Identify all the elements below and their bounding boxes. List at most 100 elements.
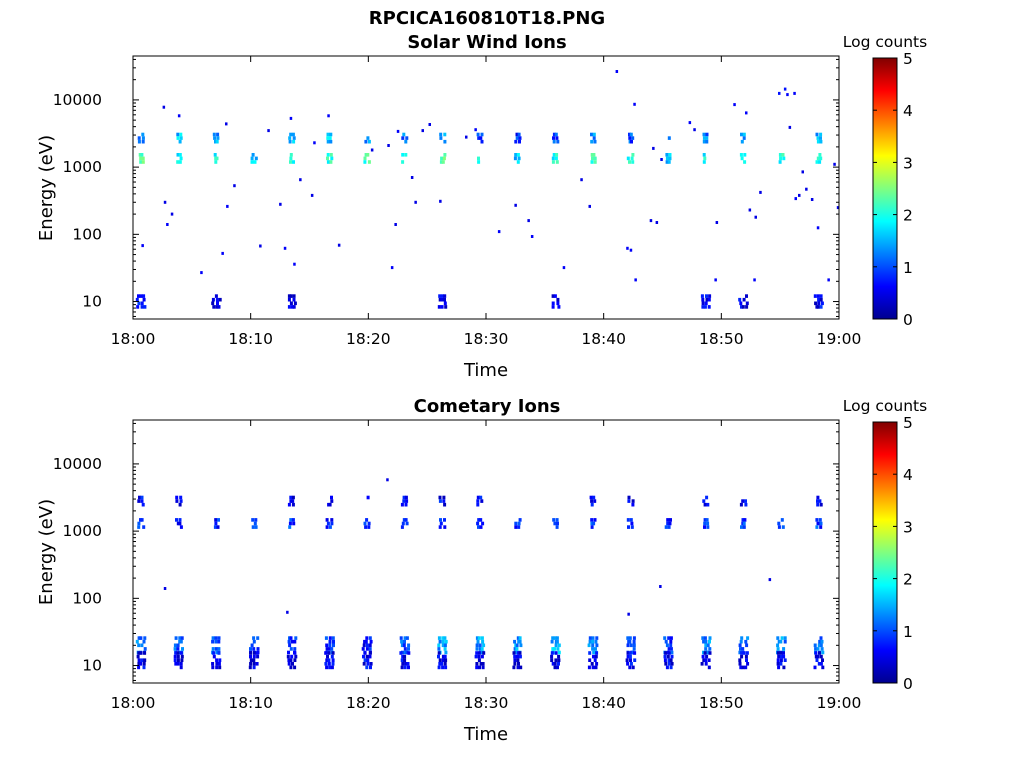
heatmap-cell bbox=[330, 521, 334, 526]
scatter-point bbox=[793, 91, 796, 95]
heatmap-cell bbox=[137, 658, 141, 662]
heatmap-cell bbox=[140, 518, 144, 522]
heatmap-cell bbox=[137, 651, 141, 655]
heatmap-cell bbox=[594, 647, 597, 651]
heatmap-cell bbox=[516, 658, 520, 662]
heatmap-cell bbox=[291, 499, 295, 503]
figure-title: RPCICA160810T18.PNG bbox=[369, 8, 605, 29]
heatmap-cell bbox=[477, 136, 481, 140]
heatmap-cell bbox=[142, 662, 146, 666]
heatmap-cell bbox=[818, 499, 822, 503]
heatmap-cell bbox=[742, 136, 746, 140]
scatter-point bbox=[439, 199, 442, 203]
heatmap-cell bbox=[670, 662, 674, 666]
heatmap-cell bbox=[443, 294, 447, 298]
heatmap-cell bbox=[255, 651, 259, 655]
heatmap-cell bbox=[437, 643, 441, 648]
heatmap-cell bbox=[702, 160, 706, 164]
heatmap-cell bbox=[595, 662, 599, 666]
heatmap-cell bbox=[329, 160, 333, 164]
scatter-point bbox=[688, 121, 692, 125]
heatmap-cell bbox=[477, 654, 481, 659]
heatmap-cell bbox=[705, 139, 709, 144]
x-tick-label: 18:30 bbox=[464, 694, 509, 712]
heatmap-cell bbox=[740, 305, 743, 309]
heatmap-cell bbox=[628, 665, 632, 670]
heatmap-cell bbox=[703, 521, 707, 526]
heatmap-cell bbox=[331, 658, 335, 662]
heatmap-cell bbox=[251, 153, 255, 157]
heatmap-cell bbox=[215, 650, 219, 655]
heatmap-cell bbox=[138, 153, 142, 157]
heatmap-cell bbox=[518, 639, 522, 644]
heatmap-cell bbox=[249, 658, 253, 662]
heatmap-cell bbox=[516, 153, 520, 157]
heatmap-cell bbox=[404, 662, 408, 666]
heatmap-cell bbox=[365, 647, 369, 651]
y-tick-label: 1000 bbox=[63, 522, 102, 540]
heatmap-cell bbox=[593, 156, 597, 161]
heatmap-cell bbox=[363, 639, 367, 644]
scatter-point bbox=[778, 91, 781, 95]
heatmap-cell bbox=[740, 651, 744, 655]
heatmap-cell bbox=[443, 139, 447, 144]
heatmap-cell bbox=[328, 643, 332, 648]
heatmap-cell bbox=[442, 499, 446, 503]
heatmap-cell bbox=[745, 305, 749, 309]
x-tick-label: 18:50 bbox=[699, 330, 744, 348]
heatmap-cell bbox=[669, 647, 673, 651]
heatmap-cell bbox=[292, 160, 295, 164]
heatmap-cell bbox=[594, 665, 598, 670]
heatmap-cell bbox=[667, 658, 671, 662]
heatmap-cell bbox=[517, 521, 521, 526]
heatmap-cell bbox=[331, 636, 335, 640]
heatmap-cell bbox=[513, 658, 517, 662]
heatmap-cell bbox=[214, 139, 217, 144]
heatmap-cell bbox=[479, 518, 483, 522]
solar-wind-colorbar-label: Log counts bbox=[843, 33, 927, 51]
heatmap-cell bbox=[363, 156, 367, 161]
heatmap-cell bbox=[141, 502, 145, 507]
heatmap-cell bbox=[742, 525, 746, 529]
heatmap-cell bbox=[515, 132, 519, 137]
heatmap-cell bbox=[818, 651, 821, 655]
heatmap-cell bbox=[592, 153, 596, 157]
heatmap-cell bbox=[776, 636, 780, 640]
heatmap-cell bbox=[820, 647, 824, 651]
heatmap-cell bbox=[476, 132, 480, 137]
heatmap-cell bbox=[332, 643, 335, 648]
heatmap-cell bbox=[476, 521, 480, 526]
heatmap-cell bbox=[291, 132, 295, 137]
heatmap-cell bbox=[742, 651, 746, 655]
x-tick-label: 18:20 bbox=[346, 694, 391, 712]
heatmap-cell bbox=[781, 153, 785, 157]
heatmap-cell bbox=[137, 301, 141, 306]
heatmap-cell bbox=[176, 521, 180, 526]
scatter-point bbox=[836, 206, 840, 210]
heatmap-cell bbox=[289, 499, 293, 503]
heatmap-cell bbox=[252, 647, 256, 651]
heatmap-cell bbox=[141, 156, 145, 161]
heatmap-cell bbox=[291, 662, 294, 666]
heatmap-cell bbox=[513, 156, 517, 161]
heatmap-cell bbox=[814, 651, 818, 655]
heatmap-cell bbox=[364, 525, 368, 529]
heatmap-cell bbox=[252, 639, 256, 644]
heatmap-cell bbox=[443, 297, 446, 302]
heatmap-cell bbox=[587, 643, 591, 648]
heatmap-cell bbox=[703, 636, 707, 640]
heatmap-cell bbox=[817, 643, 821, 648]
heatmap-cell bbox=[325, 665, 329, 670]
colorbar-tick-label: 4 bbox=[903, 102, 913, 120]
scatter-point bbox=[299, 178, 302, 182]
cometary-cells bbox=[135, 478, 825, 670]
solar-wind-xlabel: Time bbox=[463, 360, 508, 381]
heatmap-cell bbox=[137, 294, 140, 298]
heatmap-cell bbox=[216, 525, 220, 529]
x-tick-label: 18:30 bbox=[464, 330, 509, 348]
heatmap-cell bbox=[591, 156, 594, 161]
heatmap-cell bbox=[820, 301, 824, 306]
heatmap-cell bbox=[328, 525, 332, 529]
heatmap-cell bbox=[553, 294, 557, 298]
heatmap-cell bbox=[324, 662, 328, 666]
